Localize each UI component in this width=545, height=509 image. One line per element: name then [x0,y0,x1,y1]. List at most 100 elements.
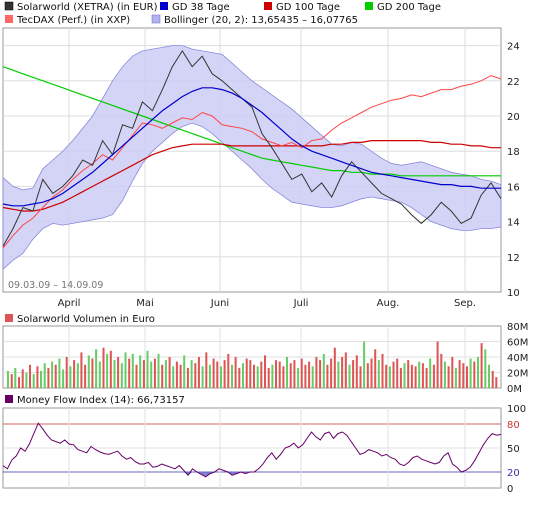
volume-bar [231,364,234,389]
volume-bar [245,358,248,388]
volume-bar [54,364,57,389]
volume-bar [392,361,395,388]
mfi-grid [3,408,501,488]
volume-bar [139,355,142,388]
mfi-title-swatch [5,395,13,403]
volume-bar [14,367,17,388]
legend-swatch-bollinger [151,14,161,24]
volume-bar [414,366,417,388]
price-y-tick-label: 12 [507,253,520,264]
volume-bar [65,357,68,388]
legend-swatch-gd100 [264,2,272,10]
volume-bar [117,357,120,388]
volume-bar [348,364,351,389]
volume-bar [220,366,223,388]
volume-bar [40,370,43,388]
legend-label-tecdax: TecDAX (Perf.) (in XXP) [16,15,130,26]
volume-bar [396,358,399,388]
volume-bar [341,357,344,388]
volume-bar [172,366,175,388]
legend-swatch-gd200 [365,2,373,10]
legend-item-gd38: GD 38 Tage [160,2,230,13]
volume-bar [429,358,432,388]
volume-bar [18,377,21,388]
volume-bar [447,366,450,388]
volume-bar [51,361,54,388]
price-x-tick-label: Mai [136,298,154,309]
price-x-tick-label: April [58,298,81,309]
mfi-y-tick-label: 50 [507,444,520,455]
volume-bar [150,361,153,388]
legend-label-gd100: GD 100 Tage [276,2,340,13]
volume-bar [25,372,28,388]
volume-bar [388,366,391,388]
volume-bar [249,360,252,388]
volume-bar [208,364,211,389]
volume-bar [374,349,377,389]
legend-label-solarworld: Solarworld (XETRA) (in EUR) [17,2,158,13]
volume-bar [212,358,215,388]
volume-bar [62,369,65,388]
volume-bar [355,355,358,388]
volume-bar [289,363,292,388]
volume-bar [95,349,98,389]
volume-bar [47,367,50,388]
volume-bar [84,364,87,389]
volume-bar [407,360,410,388]
volume-bar [304,364,307,389]
price-x-tick-label: Aug. [377,298,400,309]
volume-bar [43,363,46,388]
mfi-oversold-segment [183,472,189,476]
volume-bar [87,355,90,388]
volume-bar [359,366,362,388]
legend-swatch-tecdax [5,15,13,23]
volume-bar [260,361,263,388]
volume-title-swatch [5,314,13,322]
volume-bar [366,363,369,388]
volume-bar [333,347,336,388]
volume-y-axis: 0M 20M 40M 60M 80M [507,322,528,395]
volume-bar [142,360,145,388]
volume-bar [466,366,469,388]
mfi-oversold-segment [201,472,206,477]
legend-item-solarworld: Solarworld (XETRA) (in EUR) [4,1,158,13]
volume-bar [322,353,325,388]
volume-bar [421,363,424,388]
volume-bar [480,343,483,388]
volume-bar [385,364,388,389]
legend-item-tecdax: TecDAX (Perf.) (in XXP) [5,15,130,26]
legend: Solarworld (XETRA) (in EUR) GD 38 Tage G… [4,1,441,26]
volume-y-tick-label: 0M [507,384,522,395]
volume-bar [454,367,457,388]
gd200-line [2,66,501,177]
price-x-tick-label: Juni [210,298,229,309]
volume-bar [80,352,83,388]
volume-bar [205,352,208,388]
volume-bar [183,355,186,388]
volume-bar [69,366,72,388]
mfi-y-tick-label: 0 [507,484,513,495]
volume-bar [201,366,204,388]
volume-bar [124,352,127,388]
volume-bar [113,360,116,388]
volume-bar [109,350,112,388]
mfi-y-tick-label: 80 [507,420,520,431]
volume-bar [29,364,32,389]
legend-item-gd100: GD 100 Tage [264,2,340,13]
volume-bar [381,353,384,388]
mfi-panel: Money Flow Index (14): 66,73157 0 20 50 80 1… [2,395,526,495]
price-series-lines [2,49,502,249]
volume-bar [267,367,270,388]
volume-bar [164,360,167,388]
volume-bar [469,358,472,388]
volume-y-tick-label: 60M [507,338,528,349]
volume-bar [153,358,156,388]
volume-bar [194,363,197,388]
volume-bar [242,363,245,388]
volume-bar [315,357,318,388]
volume-bar [91,358,94,388]
legend-item-gd200: GD 200 Tage [365,2,441,13]
volume-bar [98,361,101,388]
price-y-tick-label: 14 [507,218,520,229]
gd38-line [2,87,501,207]
